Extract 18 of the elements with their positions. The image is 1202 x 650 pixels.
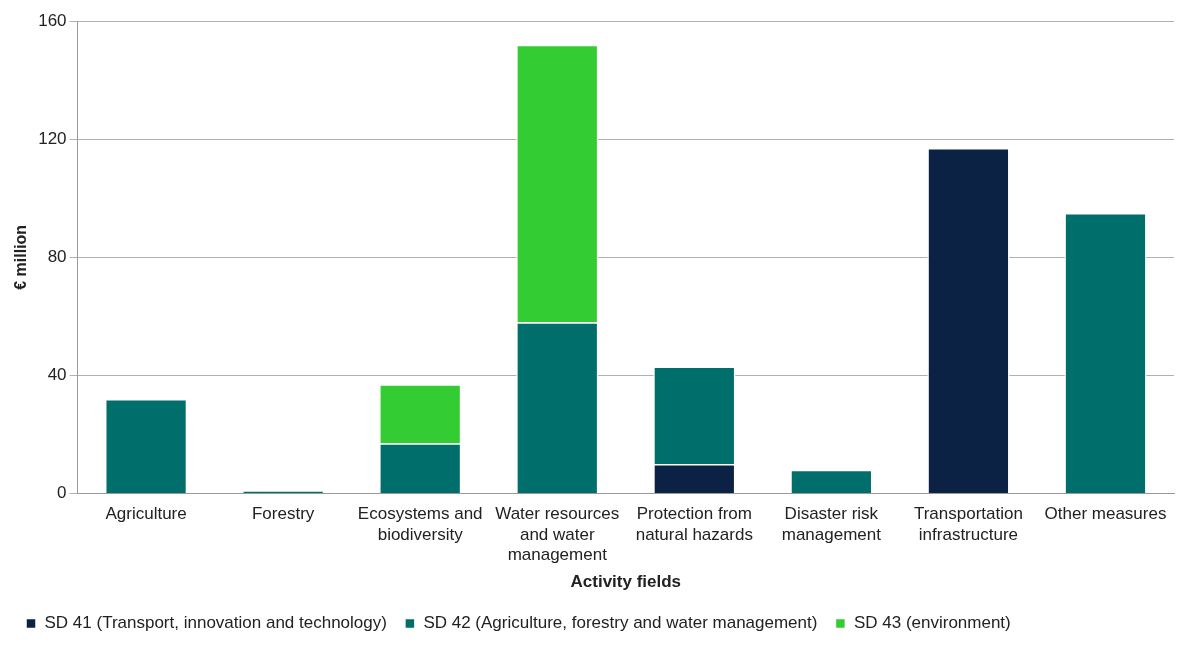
y-tick-label: 80: [47, 246, 67, 266]
x-tick-label: Disaster risk management: [781, 504, 882, 544]
x-tick-label: Water resources and water management: [495, 504, 620, 565]
y-tick-label: 40: [47, 365, 67, 385]
legend-label: SD 43 (environment): [853, 613, 1011, 633]
legend-label: SD 42 (Agriculture, forestry and water management): [423, 613, 818, 633]
x-tick-label: Ecosystems and biodiversity: [357, 504, 483, 544]
x-tick-label: Forestry: [251, 504, 315, 524]
y-tick-label: 160: [38, 10, 67, 30]
x-tick-label: Other measures: [1044, 504, 1167, 524]
legend-label: SD 41 (Transport, innovation and technology): [44, 613, 387, 633]
x-tick-label: Protection from natural hazards: [635, 504, 753, 544]
x-tick-label: Transportation infrastructure: [913, 504, 1023, 544]
y-axis-title: € million: [12, 224, 30, 290]
y-tick-label: 0: [57, 483, 67, 503]
y-tick-label: 120: [38, 128, 67, 148]
x-tick-label: Agriculture: [105, 504, 187, 524]
x-axis-title: Activity fields: [570, 572, 682, 592]
